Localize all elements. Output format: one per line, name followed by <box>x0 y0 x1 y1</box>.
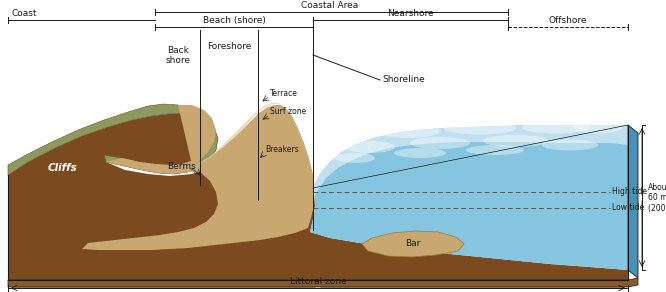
Polygon shape <box>362 231 464 257</box>
Ellipse shape <box>483 135 549 147</box>
Text: Littoral zone: Littoral zone <box>290 277 346 286</box>
Ellipse shape <box>522 121 590 133</box>
Ellipse shape <box>318 129 372 143</box>
Polygon shape <box>82 105 315 250</box>
Ellipse shape <box>335 153 375 163</box>
Text: Shoreline: Shoreline <box>382 76 425 84</box>
Ellipse shape <box>394 148 446 158</box>
Ellipse shape <box>466 145 524 155</box>
Text: Low tide: Low tide <box>612 204 644 213</box>
Text: Surf zone: Surf zone <box>270 107 306 117</box>
Text: Bar: Bar <box>406 239 421 248</box>
Text: Back
shore: Back shore <box>165 46 190 65</box>
Text: Nearshore: Nearshore <box>387 9 434 18</box>
Text: About
60 m
(200 ft): About 60 m (200 ft) <box>648 183 666 213</box>
Ellipse shape <box>410 137 470 149</box>
Text: Coastal Area: Coastal Area <box>302 1 358 10</box>
Text: Foreshore: Foreshore <box>207 42 251 51</box>
Text: Offshore: Offshore <box>549 16 587 25</box>
Ellipse shape <box>542 140 598 150</box>
Text: Berms: Berms <box>168 162 196 171</box>
Polygon shape <box>8 111 628 280</box>
Text: Beach (shore): Beach (shore) <box>202 16 266 25</box>
Polygon shape <box>628 125 638 278</box>
Polygon shape <box>8 104 218 175</box>
Ellipse shape <box>573 121 623 133</box>
Text: Terrace: Terrace <box>270 88 298 98</box>
Ellipse shape <box>444 121 516 135</box>
Text: High tide: High tide <box>612 187 647 197</box>
Text: Cliffs: Cliffs <box>47 163 77 173</box>
Polygon shape <box>310 125 628 270</box>
Ellipse shape <box>345 141 395 153</box>
Polygon shape <box>313 125 628 200</box>
Polygon shape <box>8 278 638 287</box>
Polygon shape <box>200 103 314 218</box>
Ellipse shape <box>376 124 440 138</box>
Text: Breakers: Breakers <box>265 145 299 154</box>
Text: Coast: Coast <box>12 9 37 18</box>
